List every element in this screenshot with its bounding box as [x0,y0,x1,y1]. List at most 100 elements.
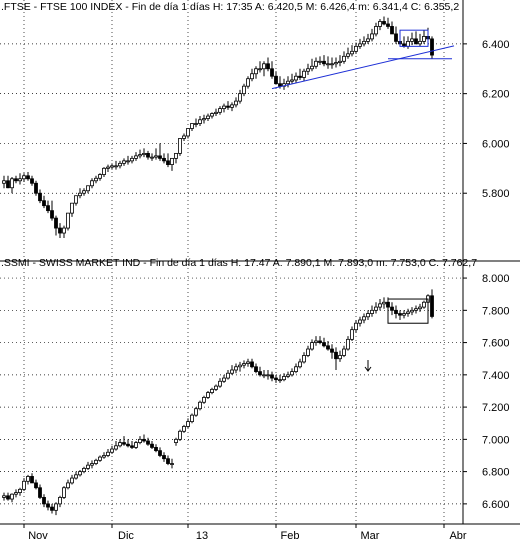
candle-body [298,361,302,368]
candle-body [294,366,298,373]
candle-body [50,506,54,511]
candle-body [106,166,110,169]
candle-body [250,73,254,80]
ftse-candle [174,152,178,164]
candle-body [82,467,86,473]
candle-body [42,497,46,505]
candle-body [214,385,218,390]
smi-ytick-label: 6.800 [482,467,510,479]
candle-body [406,40,410,47]
smi-candle [302,352,306,364]
candle-body [38,487,42,498]
candle-body [206,392,210,398]
smi-candle [42,494,46,508]
candle-body [314,340,318,343]
candle-body [246,361,250,364]
candle-body [338,355,342,360]
ftse-candle [310,58,314,72]
ftse-candle [46,200,50,214]
ftse-candle [110,163,114,170]
smi-candle [122,436,126,446]
smi-candle [190,413,194,424]
ftse-candle [354,42,358,54]
candle-body [114,445,118,450]
ftse-candle [222,103,226,113]
candle-body [326,63,330,66]
ftse-candle [162,153,166,164]
smi-chart-title: .SSMI - SWISS MARKET IND - Fin de día 1 … [1,257,477,269]
candle-body [58,227,62,234]
candle-body [154,155,158,158]
smi-candle [394,305,398,319]
candle-body [138,154,142,157]
smi-candle [286,371,290,379]
candle-body [58,497,62,505]
candle-body [230,104,234,108]
candle-body [214,111,218,114]
candle-body [242,363,246,366]
smi-candle [82,466,86,474]
ftse-candle [270,61,274,79]
smi-candle [310,339,314,351]
smi-candle [74,471,78,480]
smi-candle [422,300,426,309]
candle-body [386,23,390,27]
smi-candle [138,436,142,445]
ftse-candle [154,148,158,160]
candle-body [178,138,182,154]
ftse-candle [146,150,150,160]
smi-candle [402,310,406,319]
candle-body [190,123,194,129]
ftse-candle [338,55,342,67]
ftse-candle [242,83,246,97]
ftse-candle [14,175,18,184]
smi-candle [162,452,166,462]
smi-candle [274,374,278,383]
candle-body [394,33,398,42]
smi-candle [326,340,330,351]
candle-body [54,503,58,511]
candle-body [2,495,6,498]
smi-candle [150,440,154,450]
smi-candle [2,492,6,501]
candle-body [378,303,382,308]
candle-body [142,152,146,156]
smi-candle [298,358,302,369]
candle-body [250,361,254,368]
smi-candle [270,371,274,382]
candle-body [270,374,274,379]
smi-candle [182,424,186,433]
ftse-candle [54,215,58,236]
candle-body [110,448,114,453]
candle-body [238,364,242,368]
candle-body [226,372,230,379]
candle-body [350,50,354,55]
ftse-candle [318,56,322,66]
ftse-candle [102,167,106,178]
smi-candle [170,458,174,469]
smi-candle [306,345,310,358]
smi-candle [410,307,414,316]
candle-body [82,190,86,194]
smi-candle [282,373,286,382]
ftse-ytick-label: 6.000 [482,138,510,150]
smi-candle [390,302,394,316]
smi-candle [414,305,418,314]
smi-ytick-label: 7.000 [482,434,510,446]
ftse-candle [2,175,6,189]
candle-body [346,53,350,57]
candle-body [274,75,278,85]
smi-candle [318,336,322,345]
ftse-candle [374,22,378,37]
candle-body [330,63,334,66]
ftse-candle [210,112,214,119]
ftse-candle [26,172,30,181]
candle-body [202,118,206,121]
ftse-candle [226,101,230,110]
ftse-candle [170,157,174,171]
smi-candle [230,365,234,375]
ftse-candle [90,178,94,189]
smi-candle [130,440,134,450]
candle-body [270,68,274,77]
